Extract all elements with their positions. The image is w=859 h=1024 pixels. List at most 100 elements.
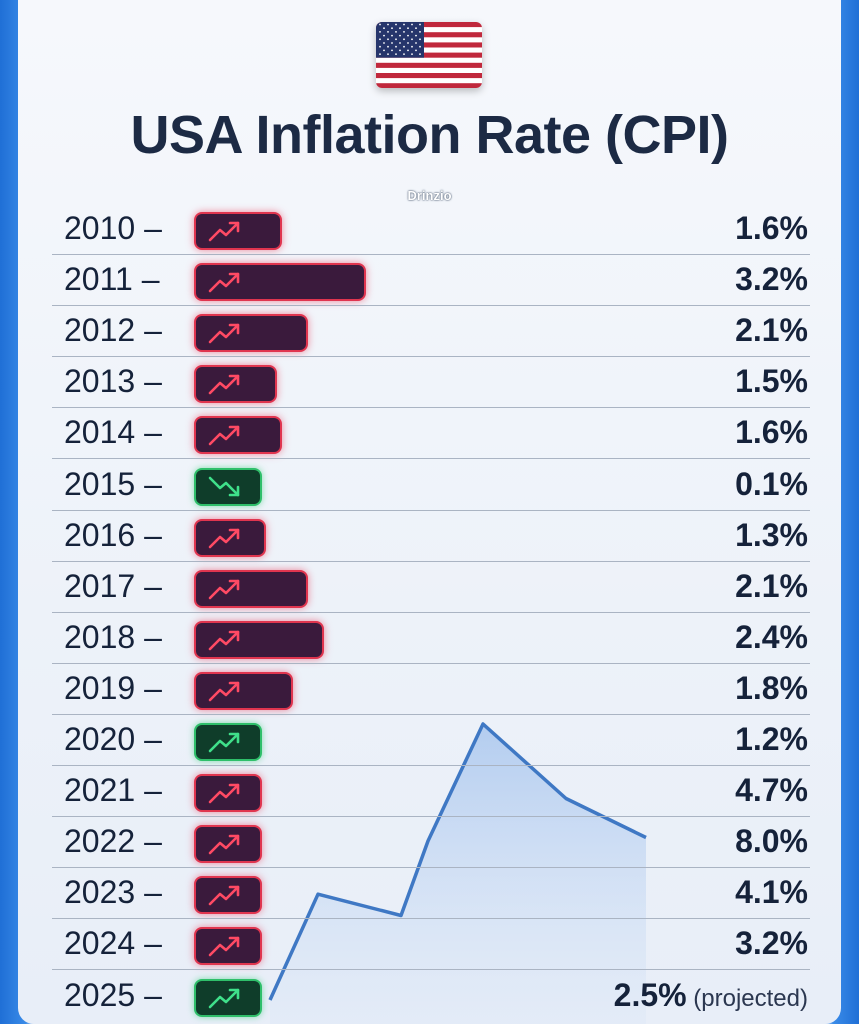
table-row: 2025 – 2.5% (projected) <box>52 971 810 1022</box>
year-label: 2021 – <box>64 772 162 809</box>
bar <box>194 774 262 813</box>
projected-note: (projected) <box>686 984 808 1012</box>
row-divider <box>52 969 810 971</box>
row-divider <box>52 867 810 869</box>
value-text: 1.2% <box>735 721 808 757</box>
trend-up-icon <box>208 681 240 702</box>
year-label: 2023 – <box>64 874 162 911</box>
value-text: 1.5% <box>735 363 808 400</box>
value-label: 4.7% <box>735 772 808 809</box>
bar <box>194 569 309 608</box>
value-text: 1.3% <box>735 516 808 553</box>
table-row: 2018 – 2.4% <box>52 613 810 664</box>
year-label: 2015 – <box>64 465 162 502</box>
trend-up-icon <box>208 630 240 651</box>
value-text: 4.1% <box>735 874 808 911</box>
value-label: 3.2% <box>735 261 808 298</box>
table-row: 2016 – 1.3% <box>52 511 810 562</box>
row-divider <box>52 356 810 358</box>
value-text: 3.2% <box>735 261 808 298</box>
usa-flag-icon <box>376 22 482 88</box>
year-label: 2025 – <box>64 976 162 1013</box>
value-label: 0.1% <box>735 466 808 503</box>
value-label: 2.1% <box>735 568 808 605</box>
value-label: 4.1% <box>735 874 808 911</box>
row-divider <box>52 662 810 664</box>
bar <box>194 365 277 404</box>
table-row: 2012 – 2.1% <box>52 306 810 358</box>
value-label: 3.2% <box>735 925 808 962</box>
trend-up-icon <box>208 221 240 242</box>
year-label: 2018 – <box>64 618 162 655</box>
trend-up-icon <box>208 937 240 957</box>
trend-up-icon <box>208 885 240 906</box>
value-label: 2.4% <box>735 619 808 656</box>
trend-up-icon <box>208 272 240 293</box>
row-divider <box>52 611 810 613</box>
bar <box>194 518 267 557</box>
page-title: USA Inflation Rate (CPI) <box>130 105 729 165</box>
table-row: 2017 – 2.1% <box>52 562 810 613</box>
value-label: 1.3% <box>735 517 808 554</box>
infographic-card: USA Inflation Rate (CPI) Drinzio 2010 – 1… <box>18 0 841 1024</box>
table-row: 2024 – 3.2% <box>52 919 810 971</box>
value-text: 0.1% <box>735 465 808 502</box>
bar <box>194 876 262 915</box>
value-label: 2.1% <box>735 312 808 349</box>
row-divider <box>52 918 810 920</box>
bar <box>194 825 262 864</box>
value-label: 1.6% <box>735 210 808 247</box>
trend-line <box>268 722 647 1001</box>
table-row: 2020 – 1.2% <box>52 715 810 766</box>
trend-up-icon <box>208 732 240 753</box>
value-label: 1.2% <box>735 721 808 758</box>
trend-area-chart <box>268 722 647 1024</box>
table-row: 2021 – 4.7% <box>52 766 810 818</box>
year-label: 2016 – <box>64 516 162 553</box>
trend-up-icon <box>208 579 240 599</box>
bar <box>194 212 282 250</box>
value-text: 2.5% <box>613 976 687 1013</box>
table-row: 2015 – 0.1% <box>52 460 810 511</box>
bar <box>194 671 293 710</box>
trend-up-icon <box>208 988 240 1008</box>
value-label: 1.5% <box>735 363 808 400</box>
value-text: 4.7% <box>735 772 808 809</box>
bar <box>194 620 324 659</box>
year-label: 2019 – <box>64 669 162 706</box>
row-divider <box>52 407 810 409</box>
row-divider <box>52 765 810 766</box>
bar <box>194 314 309 353</box>
value-label: 1.6% <box>735 414 808 451</box>
year-label: 2012 – <box>64 312 162 349</box>
table-row: 2019 – 1.8% <box>52 664 810 715</box>
value-text: 2.1% <box>735 312 808 349</box>
value-label: 2.5% (projected) <box>614 977 808 1014</box>
bar <box>194 927 262 966</box>
row-divider <box>52 713 810 715</box>
table-row: 2014 – 1.6% <box>52 408 810 460</box>
row-divider <box>52 509 810 511</box>
value-label: 1.8% <box>735 670 808 707</box>
value-text: 2.4% <box>735 618 808 655</box>
trend-up-icon <box>208 834 240 855</box>
row-divider <box>52 458 810 460</box>
bar <box>194 467 262 506</box>
value-text: 1.6% <box>735 414 808 451</box>
year-label: 2020 – <box>64 721 162 757</box>
value-text: 1.6% <box>735 210 808 246</box>
row-divider <box>52 305 810 307</box>
year-label: 2011 – <box>64 261 160 298</box>
value-text: 2.1% <box>735 567 808 604</box>
trend-down-icon <box>208 476 240 496</box>
watermark-text: Drinzio <box>407 188 452 203</box>
row-divider <box>52 254 810 255</box>
trend-up-icon <box>208 323 240 344</box>
value-text: 1.8% <box>735 669 808 706</box>
bar <box>194 263 366 302</box>
row-divider <box>52 560 810 562</box>
trend-up-icon <box>208 528 240 548</box>
year-label: 2022 – <box>64 823 162 860</box>
table-row: 2011 – 3.2% <box>52 255 810 307</box>
value-text: 3.2% <box>735 925 808 962</box>
